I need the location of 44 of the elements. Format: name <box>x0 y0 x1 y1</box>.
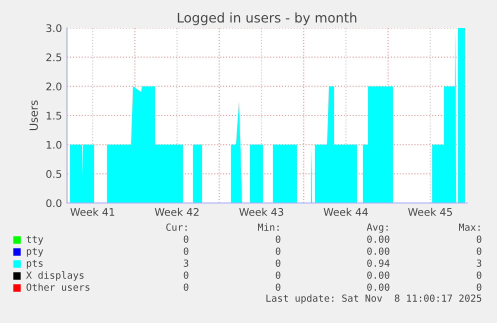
text: 0.94 <box>367 259 390 267</box>
text: 0 <box>276 235 280 243</box>
x-tick-label: Week 44 <box>324 208 368 216</box>
text: 0.00 <box>367 283 390 291</box>
y-tick-label: 3.0 <box>46 24 62 32</box>
text: 0 <box>276 247 280 255</box>
text: 0.00 <box>367 271 390 279</box>
legend-label: pty <box>26 248 44 257</box>
text: 0 <box>276 259 280 267</box>
legend-label: Other users <box>26 283 90 291</box>
text: 0 <box>184 283 188 291</box>
x-tick-label: Week 42 <box>154 208 199 216</box>
y-tick-label: 2.5 <box>46 53 62 62</box>
text: 0 <box>184 247 188 255</box>
y-axis-title: Users <box>30 100 38 130</box>
text: 0.00 <box>367 247 390 255</box>
text: Min: <box>258 223 279 231</box>
text: Cur: <box>166 223 187 231</box>
x-tick-label: Week 41 <box>70 208 114 216</box>
text: 0.00 <box>367 235 390 243</box>
text: 0 <box>476 235 482 243</box>
text: 0 <box>476 271 482 279</box>
text: 0 <box>184 235 188 243</box>
chart-title: Logged in users - by month <box>178 12 356 26</box>
y-tick-label: 1.5 <box>46 112 62 120</box>
text: Max: <box>458 224 480 231</box>
legend-label: X displays <box>26 271 84 281</box>
text: Avg: <box>366 224 388 233</box>
text: 0 <box>276 271 280 279</box>
x-tick-label: Week 43 <box>239 208 284 216</box>
text: 0 <box>476 247 482 255</box>
y-tick-label: 0.0 <box>46 199 62 208</box>
text: 0 <box>276 283 280 291</box>
y-tick-label: 1.0 <box>46 140 62 149</box>
legend-label: tty <box>26 236 44 245</box>
text: 3 <box>476 259 482 267</box>
y-tick-label: 2.0 <box>46 82 62 90</box>
text: Last update: Sat Nov 8 11:00:17 2025 <box>266 294 482 304</box>
y-tick-label: 0.5 <box>46 170 62 178</box>
text: 0 <box>476 283 482 291</box>
legend-label: pts <box>26 260 43 269</box>
text: 0 <box>184 271 188 279</box>
text: 3 <box>184 259 188 267</box>
x-tick-label: Week 45 <box>408 208 452 216</box>
